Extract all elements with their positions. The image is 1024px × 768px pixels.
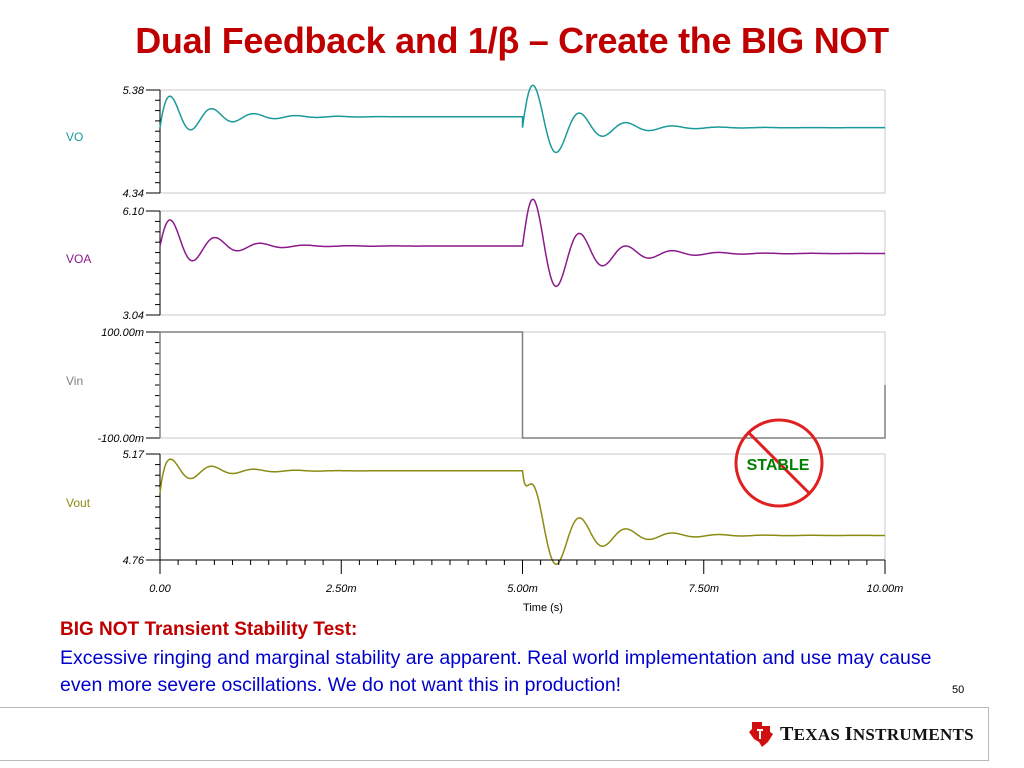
- test-heading: BIG NOT Transient Stability Test:: [60, 619, 358, 640]
- prohibition-circle: [734, 418, 824, 508]
- panel-vout: 5.17 4.76 Vout: [66, 449, 886, 567]
- series-line-vout: [159, 458, 885, 565]
- series-label-vo: VO: [66, 130, 83, 144]
- x-axis-title: Time (s): [523, 602, 563, 614]
- series-line-vin: [159, 331, 886, 439]
- x-tick-label: 0.00: [149, 583, 171, 595]
- series-label-vin: Vin: [66, 374, 83, 388]
- series-line-vo: [159, 84, 885, 154]
- ti-logo: TEXAS INSTRUMENTS: [748, 720, 974, 748]
- plot-frame: [159, 89, 886, 194]
- series-label-vout: Vout: [66, 496, 91, 510]
- plot-frame: [159, 210, 886, 316]
- series-label-voa: VOA: [66, 252, 91, 266]
- panel-vo: 5.38 4.34 VO: [66, 84, 886, 200]
- panel-voa: 6.10 3.04 VOA: [66, 198, 886, 322]
- panel-vin: 100.00m -100.00m Vin: [66, 327, 886, 445]
- y-tick-label: 4.34: [123, 188, 144, 200]
- page-number: 50: [952, 684, 965, 696]
- y-tick-label: -100.00m: [98, 433, 144, 445]
- footer-bar: [0, 707, 989, 761]
- transient-chart: 5.38 4.34 VO 6.10 3.04 VOA 100.00m -100.00m Vin 5…: [66, 84, 904, 614]
- y-tick-label: 5.38: [123, 85, 145, 97]
- slide-title: Dual Feedback and 1/β – Create the BIG N…: [135, 20, 889, 61]
- y-tick-label: 5.17: [123, 449, 145, 461]
- x-tick-label: 7.50m: [688, 583, 719, 595]
- x-tick-label: 5.00m: [507, 583, 538, 595]
- y-tick-label: 3.04: [123, 310, 144, 322]
- stamp-label: STABLE: [747, 457, 810, 474]
- ti-wordmark: TEXAS INSTRUMENTS: [780, 722, 974, 745]
- y-tick-label: 100.00m: [101, 327, 144, 339]
- y-tick-label: 4.76: [123, 555, 145, 567]
- series-line-voa: [159, 198, 885, 288]
- y-tick-label: 6.10: [123, 206, 145, 218]
- x-tick-label: 10.00m: [867, 583, 904, 595]
- not-stable-stamp: STABLE: [734, 418, 824, 508]
- prohibition-slash: [747, 431, 811, 495]
- x-tick-label: 2.50m: [325, 583, 357, 595]
- ti-state-icon: [749, 722, 773, 747]
- test-description: Excessive ringing and marginal stability…: [60, 647, 932, 696]
